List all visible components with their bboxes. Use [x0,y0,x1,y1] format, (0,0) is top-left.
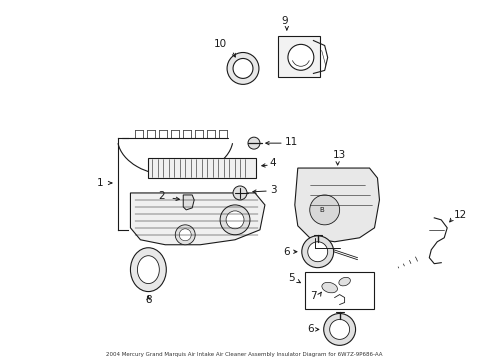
Bar [304,272,374,310]
Text: B: B [319,207,324,213]
Text: 1: 1 [97,178,103,188]
Polygon shape [294,168,379,242]
Ellipse shape [338,277,350,286]
Ellipse shape [329,319,349,339]
Text: 6: 6 [306,324,313,334]
Ellipse shape [287,44,313,70]
Bar [148,158,255,178]
Ellipse shape [309,195,339,225]
Ellipse shape [307,242,327,262]
Ellipse shape [175,225,195,245]
Ellipse shape [323,314,355,345]
Ellipse shape [137,256,159,284]
Text: 12: 12 [453,210,467,220]
Ellipse shape [247,137,260,149]
Text: 11: 11 [285,137,298,147]
Text: 6: 6 [283,247,289,257]
Text: 10: 10 [213,39,226,49]
Ellipse shape [130,248,166,292]
Text: 8: 8 [145,294,151,305]
Polygon shape [130,193,264,245]
Ellipse shape [225,211,244,229]
Ellipse shape [321,282,337,293]
Bar [277,36,319,77]
Ellipse shape [179,229,191,241]
Ellipse shape [233,186,246,200]
Text: 2: 2 [159,191,165,201]
Text: 2004 Mercury Grand Marquis Air Intake Air Cleaner Assembly Insulator Diagram for: 2004 Mercury Grand Marquis Air Intake Ai… [105,352,382,357]
Ellipse shape [226,53,259,84]
Ellipse shape [220,205,249,235]
Polygon shape [183,195,194,210]
Text: 5: 5 [287,273,294,283]
Ellipse shape [233,58,252,78]
Text: 9: 9 [281,15,287,26]
Text: 7: 7 [309,291,316,301]
Ellipse shape [301,236,333,268]
Text: 4: 4 [269,158,276,168]
Text: 13: 13 [332,150,346,160]
Text: 3: 3 [269,185,276,195]
